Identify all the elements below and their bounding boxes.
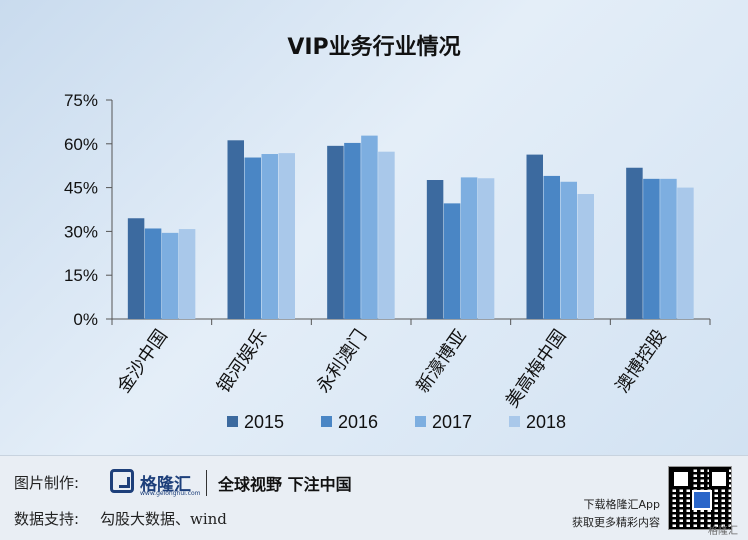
bar-2015-1 <box>227 140 244 319</box>
divider <box>206 470 207 496</box>
chart-svg: VIP业务行业情况 0% 15% 30% 45% 60% 75% 金沙中国 银河娱乐 永利澳门… <box>64 34 711 432</box>
bar-2017-4 <box>560 181 577 319</box>
y-tick-label: 75% <box>64 91 98 110</box>
y-tick-label: 30% <box>64 222 98 241</box>
bar-2016-5 <box>643 178 660 319</box>
bar-2017-3 <box>460 177 478 319</box>
bar-2015-5 <box>626 167 643 319</box>
legend-swatch-2015 <box>227 416 238 427</box>
y-tick-label: 15% <box>64 266 98 285</box>
bar-2015-3 <box>426 180 444 319</box>
category-label: 新濠博亚 <box>412 326 470 397</box>
y-tick-label: 0% <box>73 310 98 329</box>
bar-2017-0 <box>161 232 179 319</box>
legend: 2015 2016 2017 2018 <box>227 412 566 432</box>
data-source-label: 数据支持: <box>14 510 80 528</box>
category-label: 永利澳门 <box>313 326 371 397</box>
bar-2017-5 <box>660 178 677 319</box>
bar-2018-5 <box>677 187 694 319</box>
bar-2015-0 <box>127 218 145 319</box>
category-label: 银河娱乐 <box>213 326 271 397</box>
bar-2018-1 <box>278 153 295 319</box>
bar-2017-2 <box>361 135 378 319</box>
bar-2018-0 <box>178 229 196 319</box>
bar-2018-2 <box>378 151 395 319</box>
logo-text: 格隆汇 <box>140 475 191 495</box>
chart-title: VIP业务行业情况 <box>287 34 460 60</box>
app-download-text: 下载格隆汇App <box>583 498 661 511</box>
bar-2015-4 <box>526 154 543 319</box>
legend-label-2016: 2016 <box>338 412 378 432</box>
legend-label-2015: 2015 <box>244 412 284 432</box>
category-label: 金沙中国 <box>113 326 171 397</box>
bar-2017-1 <box>261 154 278 319</box>
category-label: 美高梅中国 <box>502 326 571 412</box>
logo-subtext: www.gelonghui.com <box>140 490 201 497</box>
logo-icon <box>110 469 134 493</box>
labels-group: 金沙中国 银河娱乐 永利澳门 新濠博亚 美高梅中国 澳博控股 <box>113 326 670 412</box>
bar-2016-3 <box>443 203 461 319</box>
legend-label-2017: 2017 <box>432 412 472 432</box>
y-tick-label: 45% <box>64 179 98 198</box>
footer: 图片制作: 格隆汇 www.gelonghui.com 全球视野 下注中国 数据… <box>0 455 748 540</box>
app-promo-text: 获取更多精彩内容 <box>572 516 660 529</box>
legend-label-2018: 2018 <box>526 412 566 432</box>
y-tick-label: 60% <box>64 135 98 154</box>
legend-swatch-2016 <box>321 416 332 427</box>
legend-swatch-2018 <box>509 416 520 427</box>
bars-group <box>127 135 694 319</box>
bar-2018-4 <box>577 194 594 319</box>
bar-2016-0 <box>144 228 162 319</box>
qr-code-icon <box>668 466 732 530</box>
chart-area: VIP业务行业情况 0% 15% 30% 45% 60% 75% 金沙中国 银河娱乐 永利澳门… <box>0 0 748 455</box>
bar-2016-4 <box>543 175 560 319</box>
image-credit-label: 图片制作: <box>14 474 80 492</box>
legend-swatch-2017 <box>415 416 426 427</box>
bar-2018-3 <box>477 178 495 319</box>
slogan: 全球视野 下注中国 <box>218 475 352 494</box>
axis-group: 0% 15% 30% 45% 60% 75% <box>64 91 711 329</box>
bar-2016-1 <box>244 157 261 319</box>
bar-2016-2 <box>344 142 361 319</box>
bar-2015-2 <box>327 145 344 319</box>
corner-mark: 格隆汇 <box>708 526 738 537</box>
category-label: 澳博控股 <box>612 326 670 397</box>
data-source: 勾股大数据、wind <box>100 510 227 528</box>
